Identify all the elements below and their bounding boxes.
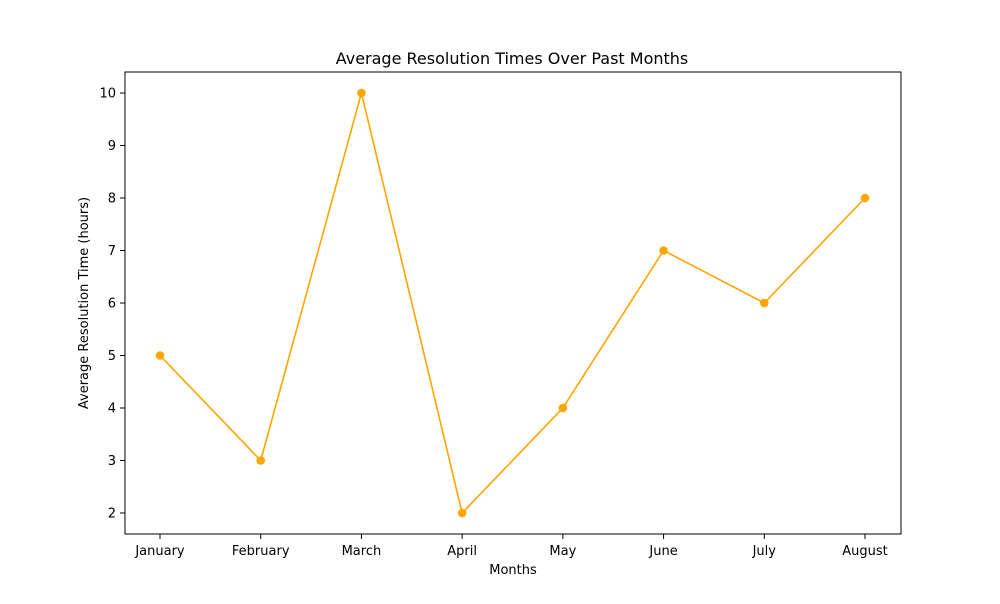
- series-markers: [155, 88, 870, 518]
- y-tick-label: 7: [108, 244, 116, 259]
- data-point: [659, 246, 668, 255]
- y-tick-label: 9: [108, 139, 116, 154]
- x-tick-label: August: [842, 544, 888, 559]
- data-point: [357, 88, 366, 98]
- y-axis-label: Average Resolution Time (hours): [77, 197, 92, 409]
- x-tick-label: January: [134, 544, 185, 559]
- x-tick-label: March: [342, 544, 382, 559]
- x-tick-label: May: [549, 544, 576, 559]
- x-tick-label: July: [752, 544, 777, 559]
- x-axis-ticks: January February March April May June July Augu…: [134, 534, 888, 559]
- data-point: [759, 298, 769, 308]
- y-tick-label: 8: [108, 192, 116, 207]
- x-tick-label: June: [648, 544, 677, 559]
- chart-title: Average Resolution Times Over Past Month…: [336, 49, 689, 68]
- data-point: [155, 351, 165, 360]
- data-point: [256, 456, 266, 465]
- plot-area-frame: [124, 71, 902, 535]
- x-axis-label: Months: [489, 563, 537, 578]
- y-tick-label: 4: [108, 402, 116, 417]
- y-tick-label: 3: [108, 454, 116, 469]
- y-tick-label: 10: [99, 87, 116, 102]
- data-point: [860, 193, 870, 203]
- y-axis-ticks: 2 3 4 5 6 7 8 9 10: [99, 87, 125, 522]
- x-tick-label: February: [232, 544, 290, 559]
- data-point: [558, 403, 568, 413]
- x-tick-label: April: [447, 544, 477, 559]
- data-point: [457, 508, 467, 518]
- y-tick-label: 6: [108, 297, 116, 312]
- y-tick-label: 5: [108, 349, 116, 364]
- y-tick-label: 2: [108, 507, 116, 522]
- series-line: [159, 92, 866, 515]
